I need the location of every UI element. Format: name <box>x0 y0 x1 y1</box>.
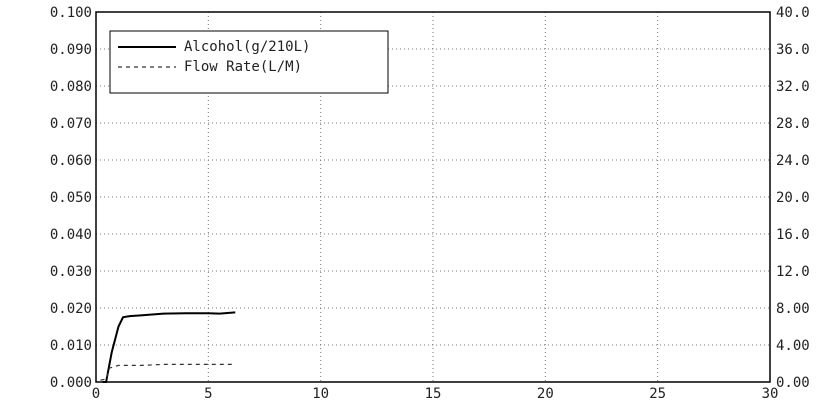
y2-tick-label: 20.0 <box>776 190 810 206</box>
legend-box <box>109 30 389 94</box>
y-tick-label: 0.040 <box>50 227 92 243</box>
right-axis-tick-labels: 0.00 4.00 8.00 12.0 16.0 20.0 24.0 28.0 32.0 36.0… <box>776 5 810 391</box>
x-tick-label: 20 <box>537 386 554 402</box>
legend: Alcohol(g/210L) Flow Rate(L/M) <box>109 30 389 94</box>
x-tick-label: 0 <box>92 386 100 402</box>
left-axis-tick-labels: 0.000 0.010 0.020 0.030 0.040 0.050 0.060 0.070… <box>50 5 92 391</box>
y2-tick-label: 24.0 <box>776 153 810 169</box>
x-tick-label: 10 <box>312 386 329 402</box>
y2-tick-label: 40.0 <box>776 5 810 21</box>
y-tick-label: 0.050 <box>50 190 92 206</box>
y2-tick-label: 0.00 <box>776 375 810 391</box>
series-line-flow-rate <box>100 363 236 381</box>
series-line-alcohol <box>102 311 236 383</box>
y-tick-label: 0.010 <box>50 338 92 354</box>
y-tick-label: 0.060 <box>50 153 92 169</box>
x-axis-tick-labels: 0 5 10 15 20 25 30 <box>92 386 779 402</box>
series-lines <box>100 311 236 383</box>
y-tick-label: 0.030 <box>50 264 92 280</box>
y-tick-label: 0.090 <box>50 42 92 58</box>
y2-tick-label: 12.0 <box>776 264 810 280</box>
y2-tick-label: 36.0 <box>776 42 810 58</box>
y2-tick-label: 16.0 <box>776 227 810 243</box>
legend-label: Flow Rate(L/M) <box>184 59 302 75</box>
y-tick-label: 0.080 <box>50 79 92 95</box>
plot-area <box>95 11 771 383</box>
y-tick-label: 0.100 <box>50 5 92 21</box>
y2-tick-label: 28.0 <box>776 116 810 132</box>
x-tick-label: 30 <box>762 386 779 402</box>
y-tick-label: 0.070 <box>50 116 92 132</box>
x-tick-label: 15 <box>425 386 442 402</box>
y2-tick-label: 4.00 <box>776 338 810 354</box>
y-tick-label: 0.000 <box>50 375 92 391</box>
y2-tick-label: 32.0 <box>776 79 810 95</box>
x-tick-label: 5 <box>204 386 212 402</box>
y-tick-label: 0.020 <box>50 301 92 317</box>
legend-label: Alcohol(g/210L) <box>184 39 310 55</box>
y2-tick-label: 8.00 <box>776 301 810 317</box>
x-tick-label: 25 <box>649 386 666 402</box>
